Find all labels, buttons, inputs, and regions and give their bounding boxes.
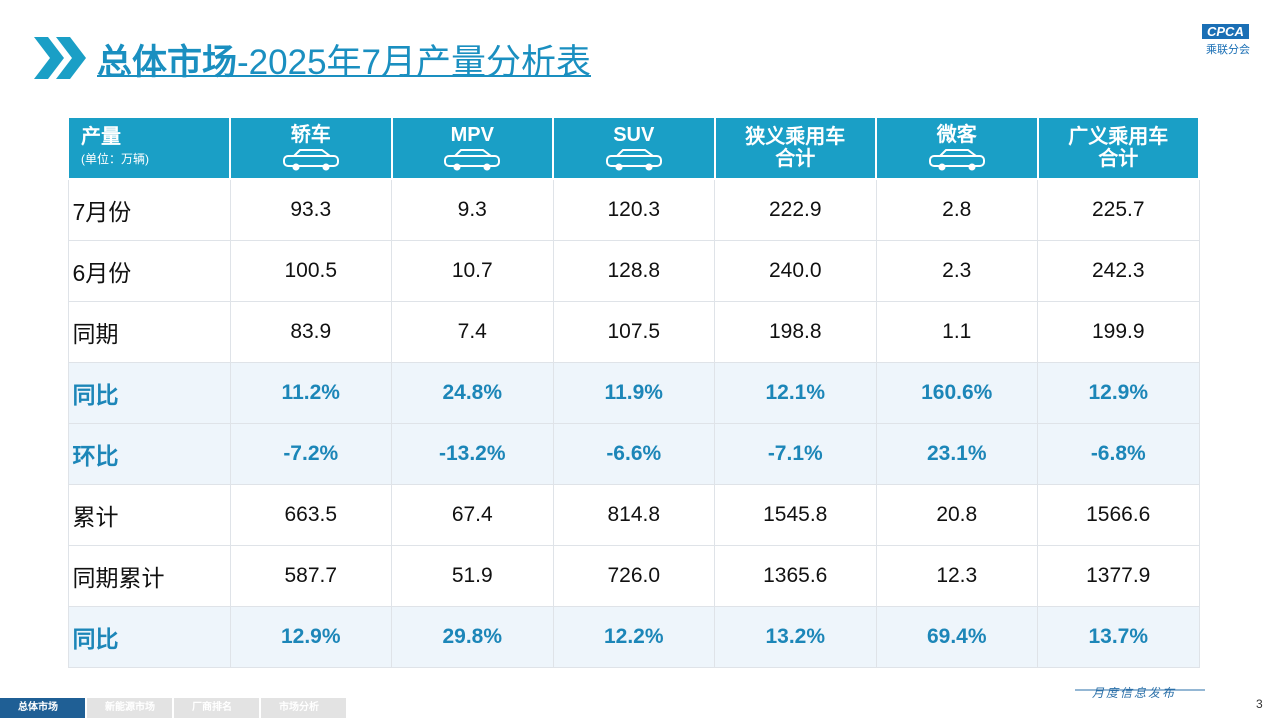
row-label: 累计	[67, 484, 231, 546]
title: 总体市场-2025年7月产量分析表	[97, 34, 591, 85]
row-label: 同期	[67, 301, 231, 363]
cell: 12.1%	[714, 362, 877, 424]
footer-tabs: 总体市场 新能源市场 厂商排名 市场分析	[0, 698, 348, 718]
cell: 23.1%	[875, 423, 1038, 485]
cell: 7.4	[391, 301, 554, 363]
cell: 29.8%	[391, 606, 554, 668]
row-label: 同比	[67, 606, 231, 668]
column-header-line: 合计	[775, 148, 816, 170]
column-header: 狭义乘用车 合计	[713, 116, 877, 180]
page-number: 3	[1256, 697, 1263, 711]
column-header: MPV	[390, 116, 554, 180]
cell: 11.2%	[229, 362, 392, 424]
cell: 225.7	[1037, 178, 1200, 241]
cell: -6.8%	[1037, 423, 1200, 485]
cell: -6.6%	[552, 423, 715, 485]
corner-unit: (单位：万辆)	[81, 152, 149, 166]
table-row: 同期 83.9 7.4 107.5 198.8 1.1 199.9	[67, 301, 1200, 363]
column-header: 轿车	[229, 116, 393, 180]
cell: 12.9%	[229, 606, 392, 668]
title-bold: 总体市场	[97, 43, 238, 82]
cell: 120.3	[552, 178, 715, 241]
cell: -7.1%	[714, 423, 877, 485]
cell: 12.9%	[1037, 362, 1200, 424]
row-label: 7月份	[67, 178, 231, 241]
release: 月度信息发布	[1092, 686, 1177, 700]
chevrons	[34, 37, 86, 79]
column-header-line: MPV	[450, 124, 494, 146]
row-label: 6月份	[67, 240, 231, 302]
footer-line	[1075, 689, 1205, 691]
footer-tab[interactable]: 新能源市场	[87, 698, 172, 718]
logo-sub: 乘联分会	[1206, 44, 1250, 56]
column-header-line: 轿车	[290, 124, 331, 146]
column-header: SUV	[552, 116, 716, 180]
cell: 198.8	[714, 301, 877, 363]
cell: -13.2%	[391, 423, 554, 485]
cell: 13.7%	[1037, 606, 1200, 668]
cell: 222.9	[714, 178, 877, 241]
cell: 199.9	[1037, 301, 1200, 363]
table-row: 同比 12.9% 29.8% 12.2% 13.2% 69.4% 13.7%	[67, 606, 1200, 668]
logo-text: CPCA	[1202, 24, 1249, 39]
cell: 160.6%	[875, 362, 1038, 424]
cell: 1566.6	[1037, 484, 1200, 546]
cell: 24.8%	[391, 362, 554, 424]
column-header-line: 狭义乘用车	[745, 126, 846, 148]
cell: 726.0	[552, 545, 715, 607]
cell: 12.2%	[552, 606, 715, 668]
column-header-line: 微客	[936, 124, 977, 146]
cell: 1545.8	[714, 484, 877, 546]
cell: 1377.9	[1037, 545, 1200, 607]
column-header-line: 合计	[1098, 148, 1139, 170]
cell: 242.3	[1037, 240, 1200, 302]
corner: 产量 (单位：万辆)	[67, 116, 231, 180]
cell: 67.4	[391, 484, 554, 546]
footer-tab[interactable]: 市场分析	[261, 698, 346, 718]
cell: 663.5	[229, 484, 392, 546]
cell: -7.2%	[229, 423, 392, 485]
cell: 9.3	[391, 178, 554, 241]
cell: 2.8	[875, 178, 1038, 241]
cell: 587.7	[229, 545, 392, 607]
row-label: 同比	[67, 362, 231, 424]
column-header-line: 广义乘用车	[1068, 126, 1169, 148]
cell: 83.9	[229, 301, 392, 363]
cell: 51.9	[391, 545, 554, 607]
table: 产量 (单位：万辆) 轿车 MPV SUV 狭义乘用车 合计 微客 广义乘用车 合计 7月份 93.…	[67, 116, 1200, 668]
table-row: 累计 663.5 67.4 814.8 1545.8 20.8 1566.6	[67, 484, 1200, 546]
cell: 2.3	[875, 240, 1038, 302]
column-header: 微客	[875, 116, 1039, 180]
cell: 11.9%	[552, 362, 715, 424]
column-header: 广义乘用车 合计	[1036, 116, 1200, 180]
cell: 13.2%	[714, 606, 877, 668]
cell: 20.8	[875, 484, 1038, 546]
logo: CPCA 乘联分会	[1172, 24, 1262, 56]
footer-tab[interactable]: 总体市场	[0, 698, 85, 718]
cell: 93.3	[229, 178, 392, 241]
row-label: 环比	[67, 423, 231, 485]
row-label: 同期累计	[67, 545, 231, 607]
column-header-line: SUV	[613, 124, 655, 146]
cell: 100.5	[229, 240, 392, 302]
cell: 128.8	[552, 240, 715, 302]
cell: 10.7	[391, 240, 554, 302]
cell: 69.4%	[875, 606, 1038, 668]
table-row: 环比 -7.2% -13.2% -6.6% -7.1% 23.1% -6.8%	[67, 423, 1200, 485]
table-row: 6月份 100.5 10.7 128.8 240.0 2.3 242.3	[67, 240, 1200, 302]
cell: 1.1	[875, 301, 1038, 363]
table-row: 7月份 93.3 9.3 120.3 222.9 2.8 225.7	[67, 178, 1200, 241]
cell: 240.0	[714, 240, 877, 302]
title-rest: -2025年7月产量分析表	[237, 43, 591, 82]
cell: 12.3	[875, 545, 1038, 607]
footer-tab[interactable]: 厂商排名	[174, 698, 259, 718]
cell: 1365.6	[714, 545, 877, 607]
corner-label: 产量	[81, 126, 121, 148]
cell: 814.8	[552, 484, 715, 546]
table-row: 同比 11.2% 24.8% 11.9% 12.1% 160.6% 12.9%	[67, 362, 1200, 424]
cell: 107.5	[552, 301, 715, 363]
table-row: 同期累计 587.7 51.9 726.0 1365.6 12.3 1377.9	[67, 545, 1200, 607]
